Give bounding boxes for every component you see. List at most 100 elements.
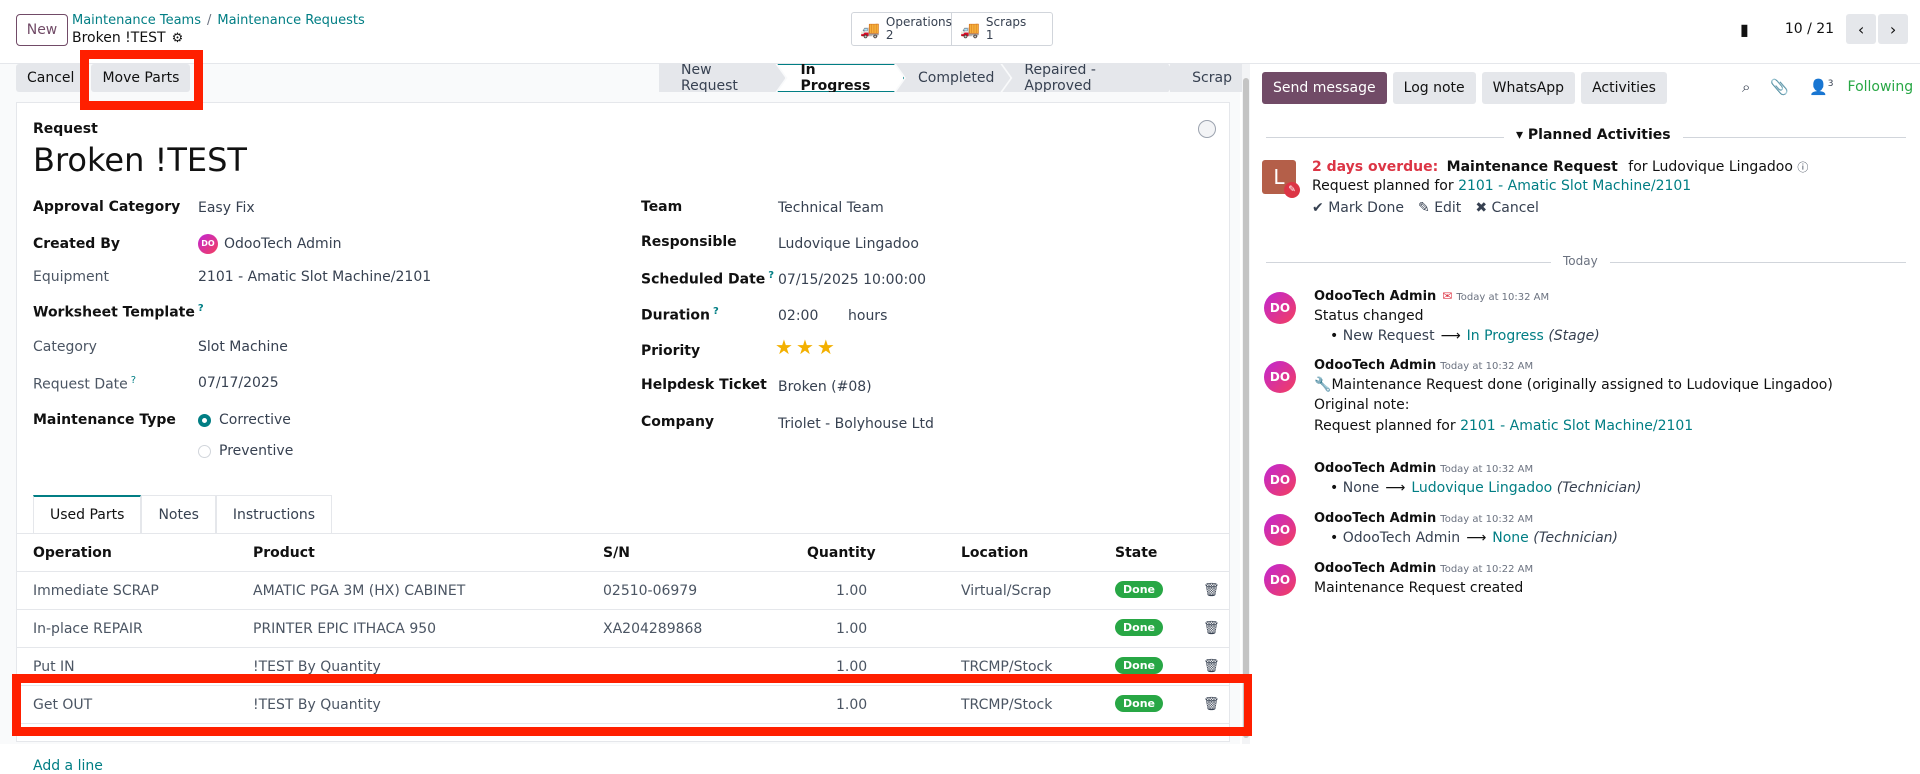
log-note-button[interactable]: Log note [1392,72,1476,104]
company-value[interactable]: Triolet - Bolyhouse Ltd [778,416,934,432]
scrollbar-thumb[interactable] [1243,78,1249,738]
following-button[interactable]: Following [1847,79,1914,95]
edit-button[interactable]: ✎ Edit [1418,200,1461,216]
message-author[interactable]: OdooTech Admin [1314,358,1437,373]
arrow-right-icon: ⟶ [1385,480,1406,496]
message-time: Today at 10:32 AM [1440,514,1534,525]
planned-activities-toggle[interactable]: ▾ Planned Activities [1504,127,1683,143]
help-icon[interactable]: ? [130,375,137,386]
header-state[interactable]: State [1115,545,1158,561]
stage-repaired-approved[interactable]: Repaired - Approved [1002,64,1178,92]
help-icon[interactable]: ? [197,303,204,314]
equipment-link[interactable]: 2101 - Amatic Slot Machine/2101 [198,269,432,285]
gear-icon[interactable]: ⚙ [171,30,184,46]
header-quantity[interactable]: Quantity [807,545,876,561]
activity-summary-prefix: Request planned for [1312,178,1454,194]
breadcrumb-maintenance-teams[interactable]: Maintenance Teams [72,13,201,28]
cancel-activity-button[interactable]: ✖ Cancel [1475,200,1539,216]
star-icon[interactable]: ★ [816,335,835,359]
pager-value[interactable]: 10 / 21 [1784,21,1835,37]
message-author[interactable]: OdooTech Admin [1314,461,1437,476]
tab-used-parts[interactable]: Used Parts [33,495,142,533]
scraps-smart-button[interactable]: 🚚 Scraps 1 [952,13,1052,45]
star-icon[interactable]: ★ [775,335,793,359]
category-link[interactable]: Slot Machine [198,339,288,355]
activity-summary-link[interactable]: 2101 - Amatic Slot Machine/2101 [1458,178,1692,194]
radio-corrective[interactable]: Corrective [198,412,291,428]
cell-operation: Put IN [33,659,75,675]
header-sn[interactable]: S/N [603,545,630,561]
header-operation[interactable]: Operation [33,545,112,561]
tab-instructions[interactable]: Instructions [215,495,333,533]
radio-preventive[interactable]: Preventive [198,443,293,459]
form-scrollbar[interactable] [1242,64,1250,744]
message-author[interactable]: OdooTech Admin [1314,561,1437,576]
table-row[interactable]: In-place REPAIR PRINTER EPIC ITHACA 950 … [17,610,1229,648]
request-title[interactable]: Broken !TEST [33,141,247,179]
message-author[interactable]: OdooTech Admin [1314,511,1437,526]
control-panel: New Maintenance Teams / Maintenance Reques… [0,0,1920,64]
send-message-button[interactable]: Send message [1262,72,1387,104]
trash-icon[interactable]: 🗑 [1203,659,1220,674]
stage-completed[interactable]: Completed [896,64,1010,92]
activity-header: 2 days overdue: Maintenance Request for … [1312,159,1808,175]
table-row[interactable]: Put IN !TEST By Quantity 1.00 TRCMP/Stoc… [17,648,1229,686]
message-time: Today at 10:22 AM [1440,564,1534,575]
approval-category-value[interactable]: Easy Fix [198,200,255,216]
tab-notes[interactable]: Notes [141,495,216,533]
responsible-value[interactable]: Ludovique Lingadoo [778,236,919,252]
operations-smart-button[interactable]: 🚚 Operations 2 [852,13,952,45]
info-icon[interactable]: ⓘ [1797,161,1809,174]
header-location[interactable]: Location [961,545,1029,561]
help-icon[interactable]: ? [713,306,719,317]
action-buttons: Cancel Move Parts [16,64,191,92]
paperclip-icon[interactable]: 📎 [1770,78,1790,96]
stage-new-request[interactable]: New Request [659,64,785,92]
duration-value[interactable]: 02:00 [778,308,819,324]
helpdesk-ticket-value[interactable]: Broken (#08) [778,379,872,395]
followers-button[interactable]: 👤3 [1809,78,1833,96]
scheduled-date-value[interactable]: 07/15/2025 10:00:00 [778,272,927,288]
message-item: DO OdooTech Admin Today at 10:22 AM Maint… [1264,560,1904,600]
message-header: OdooTech Admin Today at 10:22 AM [1314,560,1533,576]
trash-icon[interactable]: 🗑 [1203,697,1220,712]
helpdesk-ticket-label: Helpdesk Ticket [641,377,767,393]
worksheet-template-label: Worksheet Template? [33,303,204,321]
bookmark-icon[interactable]: ▮ [1740,19,1749,39]
message-author[interactable]: OdooTech Admin [1314,289,1437,304]
move-parts-button[interactable]: Move Parts [91,64,191,92]
star-icon[interactable]: ★ [795,335,814,359]
pager-previous-button[interactable]: ‹ [1846,14,1877,44]
header-product[interactable]: Product [253,545,315,561]
message-note-link[interactable]: 2101 - Amatic Slot Machine/2101 [1460,418,1694,434]
stage-scrap[interactable]: Scrap [1170,64,1248,92]
breadcrumb-maintenance-requests[interactable]: Maintenance Requests [217,13,365,28]
activities-button[interactable]: Activities [1581,72,1667,104]
help-icon[interactable]: ? [768,270,775,281]
priority-stars[interactable]: ★ ★ ★ [775,335,838,359]
stage-in-progress[interactable]: In Progress [777,64,904,92]
avatar: DO [1264,514,1296,546]
table-row[interactable]: Immediate SCRAP AMATIC PGA 3M (HX) CABIN… [17,572,1229,610]
team-value[interactable]: Technical Team [778,200,884,216]
trash-icon[interactable]: 🗑 [1203,621,1220,636]
new-button[interactable]: New [16,14,68,46]
add-line-link[interactable]: Add a line [33,758,103,774]
kanban-state-indicator[interactable] [1198,120,1216,138]
table-row[interactable]: Get OUT !TEST By Quantity 1.00 TRCMP/Sto… [17,686,1229,724]
cell-operation: In-place REPAIR [33,621,143,637]
message-note-text: Request planned for 2101 - Amatic Slot M… [1314,418,1693,434]
search-icon[interactable]: ⌕ [1742,78,1751,96]
pager-next-button[interactable]: › [1878,14,1909,44]
created-by-field[interactable]: DO OdooTech Admin [198,234,341,254]
mark-done-button[interactable]: ✔ Mark Done [1312,200,1404,216]
operations-label: Operations [885,15,952,29]
trash-icon[interactable]: 🗑 [1203,583,1220,598]
whatsapp-button[interactable]: WhatsApp [1481,72,1576,104]
cell-location: Virtual/Scrap [961,583,1052,599]
message-text: Status changed [1314,308,1424,324]
cancel-button[interactable]: Cancel [16,64,86,92]
cell-sn: XA204289868 [603,621,703,637]
request-date-value[interactable]: 07/17/2025 [198,375,279,391]
avatar: DO [1264,361,1296,393]
